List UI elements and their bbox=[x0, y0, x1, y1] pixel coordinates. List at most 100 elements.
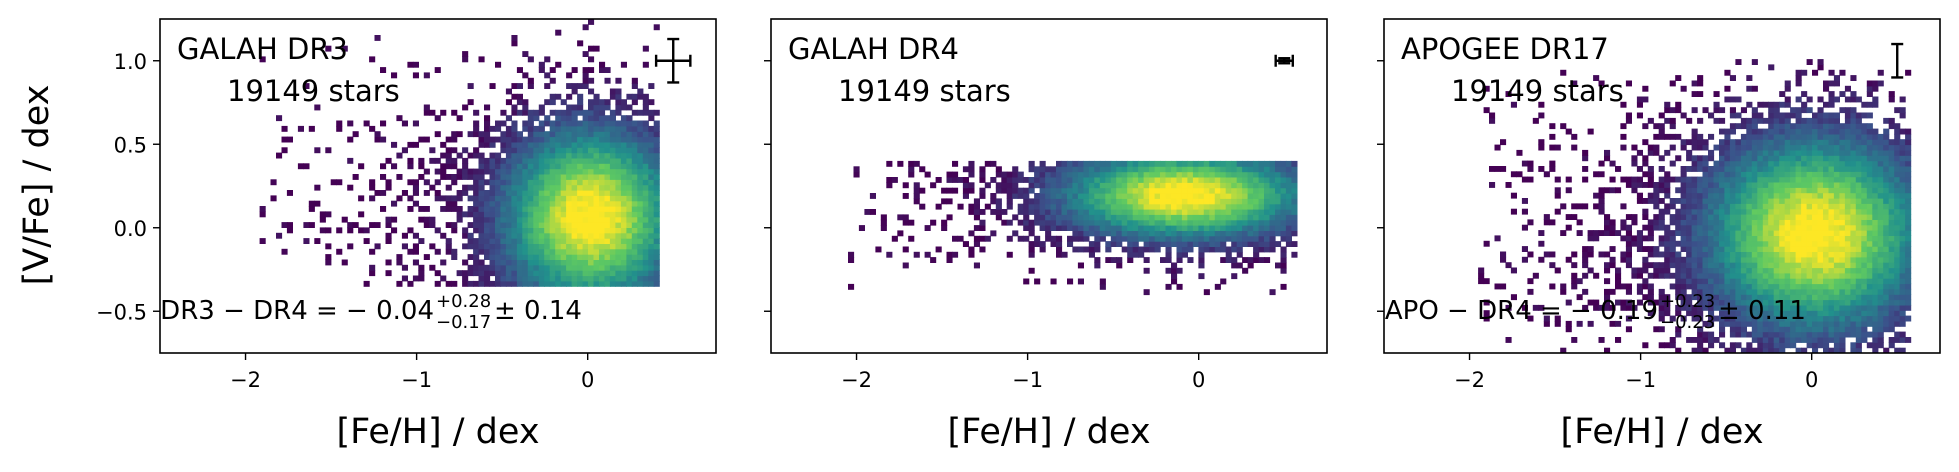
density-bin bbox=[1061, 160, 1068, 167]
density-bin bbox=[1740, 315, 1747, 322]
density-bin bbox=[527, 238, 534, 244]
density-bin bbox=[1828, 128, 1835, 135]
density-bin bbox=[653, 109, 660, 116]
density-bin bbox=[1280, 267, 1287, 274]
density-bin bbox=[1138, 235, 1145, 242]
density-bin bbox=[1888, 342, 1895, 349]
density-bin bbox=[1636, 96, 1643, 103]
density-bin bbox=[1746, 182, 1753, 188]
density-bin bbox=[445, 152, 452, 159]
density-bin bbox=[385, 222, 392, 228]
density-bin bbox=[1138, 160, 1145, 167]
density-bin bbox=[984, 203, 991, 210]
density-bin bbox=[1833, 166, 1840, 172]
density-bin bbox=[1625, 80, 1632, 87]
density-bin bbox=[484, 270, 491, 277]
density-bin bbox=[1729, 246, 1736, 252]
density-bin bbox=[1768, 283, 1775, 290]
density-bin bbox=[369, 179, 376, 186]
density-bin bbox=[1779, 267, 1786, 274]
density-bin bbox=[1888, 304, 1895, 311]
density-bin bbox=[1647, 176, 1654, 183]
density-bin bbox=[1680, 278, 1687, 285]
density-bin bbox=[1861, 224, 1868, 231]
density-bin bbox=[1181, 177, 1188, 183]
density-bin bbox=[1735, 59, 1742, 65]
density-bin bbox=[1713, 272, 1720, 279]
density-bin bbox=[1039, 198, 1046, 205]
density-bin bbox=[1132, 230, 1139, 237]
density-bin bbox=[1768, 198, 1775, 204]
density-bin bbox=[897, 214, 904, 221]
density-bin bbox=[418, 206, 425, 212]
density-bin bbox=[1056, 251, 1063, 258]
density-bin bbox=[957, 177, 964, 183]
density-bin bbox=[1675, 347, 1682, 353]
density-bin bbox=[489, 206, 496, 212]
density-bin bbox=[1839, 224, 1846, 231]
density-bin bbox=[1812, 69, 1819, 76]
density-bin bbox=[1571, 251, 1578, 258]
density-bin bbox=[1192, 160, 1199, 167]
density-bin bbox=[1187, 160, 1194, 167]
density-bin bbox=[1181, 209, 1188, 215]
density-bin bbox=[516, 136, 523, 143]
density-bin bbox=[1242, 235, 1249, 242]
density-bin bbox=[582, 200, 589, 207]
density-bin bbox=[1850, 331, 1857, 338]
density-bin bbox=[1905, 272, 1912, 279]
density-bin bbox=[1795, 69, 1802, 76]
density-bin bbox=[566, 280, 573, 287]
density-bin bbox=[1746, 235, 1753, 242]
density-bin bbox=[1669, 107, 1676, 114]
density-bin bbox=[626, 227, 633, 234]
density-bin bbox=[544, 120, 551, 127]
density-bin bbox=[1220, 230, 1227, 237]
density-bin bbox=[1877, 160, 1884, 167]
density-bin bbox=[1280, 214, 1287, 221]
density-bin bbox=[1658, 219, 1665, 226]
density-bin bbox=[648, 99, 655, 106]
density-bin bbox=[1647, 149, 1654, 156]
density-bin bbox=[1795, 224, 1802, 231]
density-bin bbox=[1609, 246, 1616, 252]
density-bin bbox=[1647, 283, 1654, 290]
density-bin bbox=[1729, 75, 1736, 81]
density-bin bbox=[1801, 219, 1808, 226]
density-bin bbox=[308, 222, 315, 228]
density-bin bbox=[1762, 139, 1769, 146]
density-bin bbox=[1110, 177, 1117, 183]
density-bin bbox=[489, 83, 496, 89]
density-bin bbox=[1894, 267, 1901, 274]
density-bin bbox=[1636, 176, 1643, 183]
density-bin bbox=[462, 157, 469, 164]
density-bin bbox=[314, 200, 321, 207]
density-bin bbox=[1198, 230, 1205, 237]
density-bin bbox=[1872, 283, 1879, 290]
density-bin bbox=[1839, 251, 1846, 258]
density-bin bbox=[555, 275, 562, 282]
density-bin bbox=[1839, 166, 1846, 172]
density-bin bbox=[1740, 299, 1747, 306]
density-bin bbox=[626, 163, 633, 170]
density-bin bbox=[1746, 310, 1753, 317]
density-bin bbox=[1779, 230, 1786, 236]
density-bin bbox=[1083, 235, 1090, 242]
density-bin bbox=[1708, 214, 1715, 220]
density-bin bbox=[478, 232, 485, 239]
density-bin bbox=[533, 280, 540, 287]
density-bin bbox=[1724, 187, 1731, 194]
density-bin bbox=[1625, 326, 1632, 333]
density-bin bbox=[500, 109, 507, 116]
density-bin bbox=[604, 190, 611, 196]
density-bin bbox=[1817, 128, 1824, 135]
density-bin bbox=[1143, 267, 1150, 274]
density-bin bbox=[1702, 144, 1709, 151]
density-bin bbox=[1067, 187, 1074, 194]
density-bin bbox=[544, 72, 551, 79]
density-bin bbox=[1165, 209, 1172, 215]
density-bin bbox=[533, 238, 540, 244]
density-bin bbox=[1839, 326, 1846, 333]
density-bin bbox=[1817, 214, 1824, 220]
density-bin bbox=[1269, 235, 1276, 242]
